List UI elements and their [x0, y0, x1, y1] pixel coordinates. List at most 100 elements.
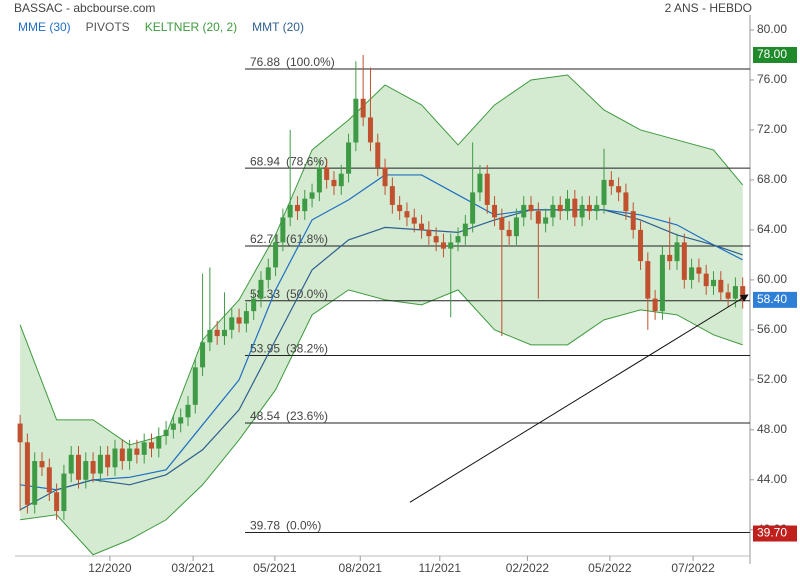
candle-body — [134, 448, 140, 455]
candle-body — [32, 461, 38, 505]
trend-line — [409, 294, 749, 503]
candle-body — [513, 217, 519, 237]
candle-body — [543, 217, 549, 224]
pivot-value: 53.95 — [250, 342, 280, 356]
pivot-ratio: (78.6%) — [286, 154, 328, 168]
candle-body — [419, 223, 425, 230]
pivot-value: 48.54 — [250, 409, 280, 423]
candle-body — [338, 173, 344, 187]
y-tick-label: 56.00 — [757, 322, 787, 336]
candle-body — [375, 142, 381, 168]
candle-body — [353, 98, 359, 143]
price-tag — [753, 291, 797, 308]
candle-body — [528, 204, 534, 212]
candle-body — [367, 117, 373, 143]
candle-body — [411, 217, 417, 224]
candle-body — [433, 236, 439, 243]
candle-body — [616, 186, 622, 193]
candle-body — [740, 286, 746, 300]
candle-body — [535, 211, 541, 224]
x-tick-label: 03/2021 — [171, 561, 215, 575]
y-tick-label: 80.00 — [757, 22, 787, 36]
legend-entry: MME (30) — [18, 20, 71, 34]
candle-body — [214, 329, 220, 337]
candle-body — [572, 198, 578, 218]
legend-entry: KELTNER (20, 2) — [145, 20, 237, 34]
candle-body — [732, 286, 738, 299]
candle-body — [294, 204, 300, 212]
candle-body — [105, 454, 111, 468]
candle-body — [287, 204, 293, 218]
candle-body — [667, 254, 673, 262]
candle-body — [477, 173, 483, 193]
candle-body — [324, 167, 330, 180]
candle-body — [659, 254, 665, 312]
y-tick-label: 64.00 — [757, 222, 787, 236]
x-tick-label: 12/2020 — [88, 561, 132, 575]
candle-body — [229, 317, 235, 330]
pivot-ratio: (38.2%) — [286, 342, 328, 356]
candle-body — [331, 179, 337, 187]
candle-body — [61, 473, 67, 512]
keltner-upper — [19, 74, 744, 446]
candle-body — [90, 461, 96, 474]
candle-body — [426, 229, 432, 237]
pivot-ratio: (23.6%) — [286, 409, 328, 423]
y-tick-label: 48.00 — [757, 422, 787, 436]
candle-body — [54, 492, 60, 512]
y-tick-label: 60.00 — [757, 272, 787, 286]
candle-body — [404, 211, 410, 218]
x-tick-label: 08/2021 — [339, 561, 383, 575]
candle-body — [506, 229, 512, 237]
price-tag-label: 78.00 — [757, 47, 787, 61]
y-tick-label: 44.00 — [757, 472, 787, 486]
candle-body — [221, 329, 227, 337]
pivot-ratio: (0.0%) — [286, 519, 321, 533]
candle-body — [499, 217, 505, 230]
candle-body — [17, 423, 23, 443]
pivot-value: 76.88 — [250, 55, 280, 69]
candle-body — [652, 298, 658, 312]
pivot-ratio: (100.0%) — [286, 55, 335, 69]
candle-body — [674, 242, 680, 262]
candle-body — [550, 204, 556, 218]
x-tick-label: 07/2022 — [671, 561, 715, 575]
candle-body — [302, 198, 308, 212]
candle-body — [24, 442, 30, 505]
y-tick-label: 68.00 — [757, 172, 787, 186]
candle-body — [280, 217, 286, 243]
price-tag-label: 39.70 — [757, 526, 787, 540]
candle-body — [127, 448, 133, 462]
x-tick-label: 11/2021 — [419, 561, 462, 575]
candle-body — [46, 467, 52, 493]
y-tick-label: 72.00 — [757, 122, 787, 136]
candle-body — [492, 204, 498, 218]
candle-body — [711, 279, 717, 287]
candle-body — [440, 242, 446, 249]
chart-title: BASSAC - abcbourse.com — [14, 1, 155, 15]
keltner-area — [20, 74, 743, 555]
candle-body — [608, 179, 614, 187]
candle-body — [484, 173, 490, 205]
moving-average-line — [19, 209, 743, 511]
candle-body — [382, 167, 388, 187]
candle-body — [119, 448, 125, 462]
pivot-ratio: (50.0%) — [286, 287, 328, 301]
candle-body — [68, 454, 74, 474]
candle-body — [316, 167, 322, 193]
y-tick-label: 76.00 — [757, 72, 787, 86]
x-tick-label: 02/2022 — [506, 561, 550, 575]
candle-body — [565, 198, 571, 212]
candle-body — [39, 461, 45, 468]
candle-body — [696, 267, 702, 274]
candle-body — [638, 229, 644, 262]
candle-body — [200, 342, 206, 368]
candle-body — [360, 98, 366, 118]
price-tag — [753, 46, 797, 63]
candle-body — [148, 442, 154, 449]
candle-body — [470, 192, 476, 224]
candle-body — [594, 204, 600, 212]
candle-body — [309, 192, 315, 199]
candle-body — [236, 317, 242, 324]
candle-body — [645, 261, 651, 299]
